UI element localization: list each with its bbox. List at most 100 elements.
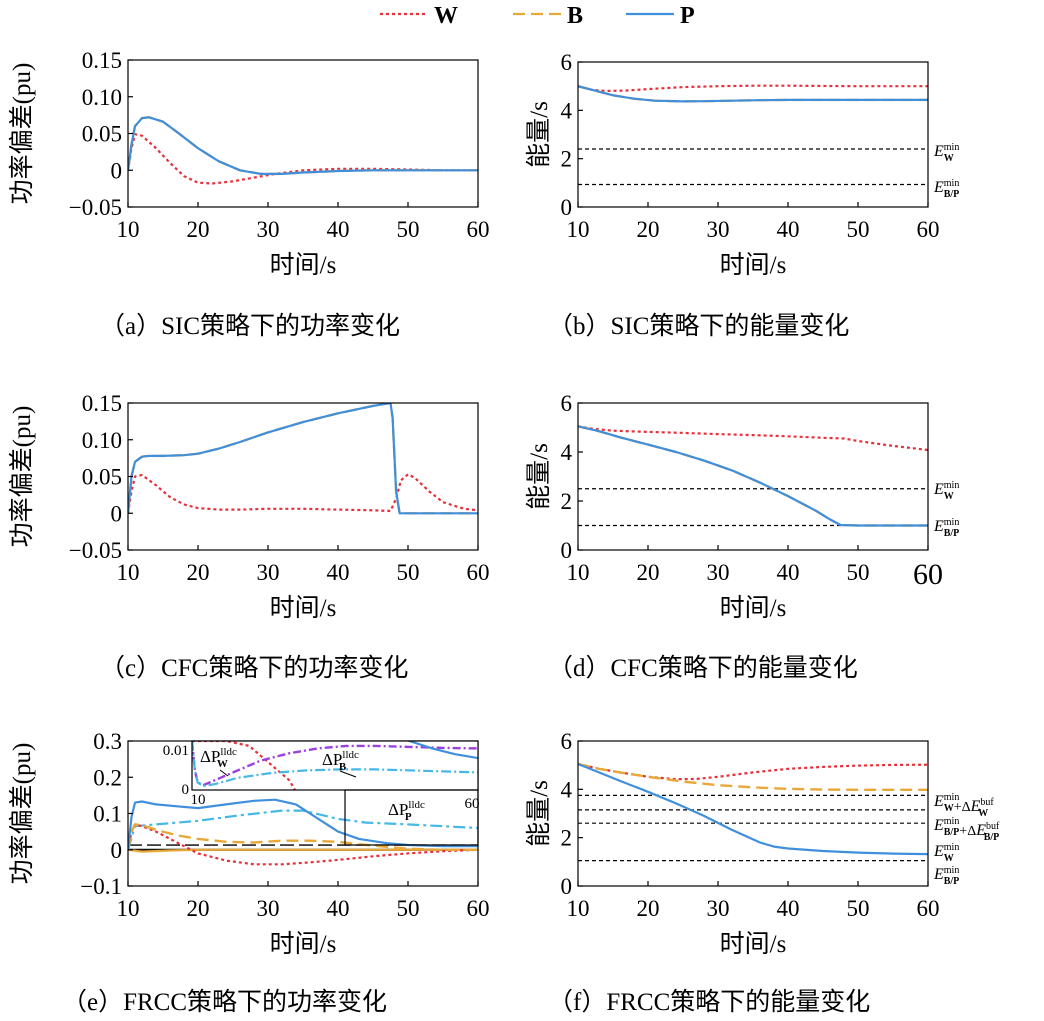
ref-label-f-1-sup: buf bbox=[986, 821, 1000, 832]
ref-label-d-0-sub: W bbox=[944, 491, 954, 502]
inset-arrow-W bbox=[219, 769, 229, 777]
inset-series-line-P bbox=[407, 741, 478, 760]
x-tick-label-d-0: 10 bbox=[567, 560, 590, 585]
y-tick-label-a-4: 0.15 bbox=[82, 48, 122, 73]
axes-frame-c bbox=[127, 402, 479, 551]
ref-label-f-3: Emin B/P bbox=[933, 865, 959, 887]
x-tick-label-a-1: 20 bbox=[187, 217, 210, 242]
ref-label-f-2-sup: min bbox=[944, 842, 960, 853]
ref-label-b-1-sub: B/P bbox=[944, 189, 960, 200]
legend-label-P: P bbox=[680, 3, 695, 29]
x-tick-label-c-2: 30 bbox=[257, 560, 280, 585]
ref-label-f-0-main: E bbox=[933, 793, 944, 810]
series-group-a bbox=[128, 116, 478, 185]
inset-y-tick-label-1: 0.01 bbox=[163, 743, 189, 759]
y-axis-label-c: 功率偏差(pu) bbox=[8, 406, 36, 548]
ref-label-f-2-sub: W bbox=[944, 853, 954, 864]
inset-label-main: ΔP bbox=[322, 750, 342, 769]
series-line-f-P bbox=[578, 762, 928, 856]
ref-label-d-1-sub: B/P bbox=[944, 528, 960, 539]
y-axis-label-b: 能量/s bbox=[525, 101, 553, 168]
x-tick-label-a-2: 30 bbox=[257, 217, 280, 242]
ref-label-b-0-sup: min bbox=[944, 142, 960, 153]
caption-b: （b）SIC策略下的能量变化 bbox=[548, 312, 849, 340]
x-tick-label-e-3: 40 bbox=[327, 896, 350, 921]
series-line-f-B bbox=[578, 762, 928, 791]
ref-label-f-0: Emin W+ΔEbuf W bbox=[933, 792, 994, 819]
ref-label-b-1-main: E bbox=[933, 179, 944, 196]
x-tick-label-f-3: 40 bbox=[777, 896, 800, 921]
caption-d: （d）CFC策略下的能量变化 bbox=[548, 654, 858, 682]
inset-label-B: ΔPlldc B bbox=[322, 749, 359, 773]
y-tick-label-e-2: 0.1 bbox=[93, 802, 122, 827]
series-line-e-dW bbox=[128, 848, 478, 853]
caption-c: （c）CFC策略下的功率变化 bbox=[100, 654, 408, 682]
y-tick-label-c-1: 0 bbox=[111, 501, 123, 526]
panel-a: 10 20 30 40 50 60 −0.05 0 0.05 0.10 0.15 时间/s 功率偏差(p… bbox=[8, 48, 490, 340]
y-tick-label-b-1: 2 bbox=[561, 147, 573, 172]
caption-a: （a）SIC策略下的功率变化 bbox=[100, 312, 400, 340]
series-group-f bbox=[578, 762, 928, 856]
y-tick-label-d-0: 0 bbox=[561, 538, 573, 563]
ref-label-b-1-sup: min bbox=[944, 178, 960, 189]
series-line-b-P bbox=[578, 85, 928, 103]
y-tick-label-e-3: 0.2 bbox=[93, 765, 122, 790]
ref-label-b-0-sub: W bbox=[944, 153, 954, 164]
inset-label-main: ΔP bbox=[200, 747, 220, 766]
series-line-d-W bbox=[578, 425, 928, 452]
ref-label-f-2: Emin W bbox=[933, 842, 959, 864]
series-line-c-P bbox=[128, 403, 478, 515]
x-tick-label-d-4: 50 bbox=[847, 560, 870, 585]
x-tick-label-d-3: 40 bbox=[777, 560, 800, 585]
x-tick-label-d-1: 20 bbox=[637, 560, 660, 585]
ref-label-f-0-sub: W bbox=[944, 803, 954, 814]
y-tick-label-c-4: 0.15 bbox=[82, 391, 122, 416]
series-line-a-W bbox=[128, 133, 478, 185]
x-axis-label-c: 时间/s bbox=[270, 594, 337, 622]
x-tick-label-a-5: 60 bbox=[467, 217, 490, 242]
y-tick-label-f-2: 4 bbox=[561, 777, 573, 802]
y-axis-label-a: 功率偏差(pu) bbox=[8, 63, 36, 205]
inset-series-group bbox=[192, 741, 478, 790]
x-tick-label-c-3: 40 bbox=[327, 560, 350, 585]
inset-label-main: ΔP bbox=[388, 800, 408, 819]
x-tick-label-a-4: 50 bbox=[397, 217, 420, 242]
series-line-a-B bbox=[128, 116, 478, 176]
x-tick-label-b-1: 20 bbox=[637, 217, 660, 242]
inset-y-tick-label-0: 0 bbox=[182, 782, 190, 798]
y-tick-label-c-3: 0.10 bbox=[82, 428, 122, 453]
panel-f: 10 20 30 40 50 60 0 2 4 6 时间/s 能量/s （f）FRCC策略下的能量变化 E… bbox=[525, 729, 1000, 1016]
y-tick-label-a-1: 0 bbox=[111, 158, 123, 183]
x-tick-label-c-1: 20 bbox=[187, 560, 210, 585]
inset-label-sub: B bbox=[339, 761, 347, 773]
panel-e: 10 20 30 40 50 60 −0.1 0 0.1 0.2 0.3 时间/s 功率偏差(pu) （e… bbox=[8, 729, 490, 1016]
axes-frame-b bbox=[577, 61, 929, 208]
series-line-a-P bbox=[128, 116, 478, 175]
y-tick-label-d-1: 2 bbox=[561, 489, 573, 514]
inset-frame bbox=[191, 740, 479, 791]
x-tick-label-b-2: 30 bbox=[707, 217, 730, 242]
inset-label-sup: lldc bbox=[408, 799, 425, 811]
x-tick-label-e-4: 50 bbox=[397, 896, 420, 921]
ref-label-f-1-text: +Δ bbox=[959, 824, 976, 839]
ref-label-f-0-sub: W bbox=[978, 808, 988, 819]
x-tick-label-f-2: 30 bbox=[707, 896, 730, 921]
y-tick-label-f-0: 0 bbox=[561, 874, 573, 899]
ref-label-f-0-sup: min bbox=[944, 792, 960, 803]
ref-label-f-3-sub: B/P bbox=[944, 876, 960, 887]
inset-label-sup: lldc bbox=[220, 746, 237, 758]
inset-zoom-box bbox=[344, 789, 479, 846]
legend-label-W: W bbox=[434, 3, 458, 29]
series-line-e-W bbox=[128, 823, 478, 866]
x-axis-label-f: 时间/s bbox=[720, 930, 787, 958]
ref-label-d-0-main: E bbox=[933, 481, 944, 498]
y-tick-label-e-1: 0 bbox=[111, 838, 123, 863]
panel-b: 10 20 30 40 50 60 0 2 4 6 时间/s 能量/s （b）SIC策略下的能量变化 Em… bbox=[525, 50, 959, 340]
series-line-d-P bbox=[578, 425, 928, 527]
x-tick-label-c-4: 50 bbox=[397, 560, 420, 585]
x-tick-label-c-0: 10 bbox=[117, 560, 140, 585]
inset-label-sup: lldc bbox=[342, 749, 359, 761]
ref-label-f-1-sub: B/P bbox=[984, 832, 1000, 843]
ref-label-f-1-main: E bbox=[975, 822, 986, 839]
ref-label-f-2-main: E bbox=[933, 843, 944, 860]
